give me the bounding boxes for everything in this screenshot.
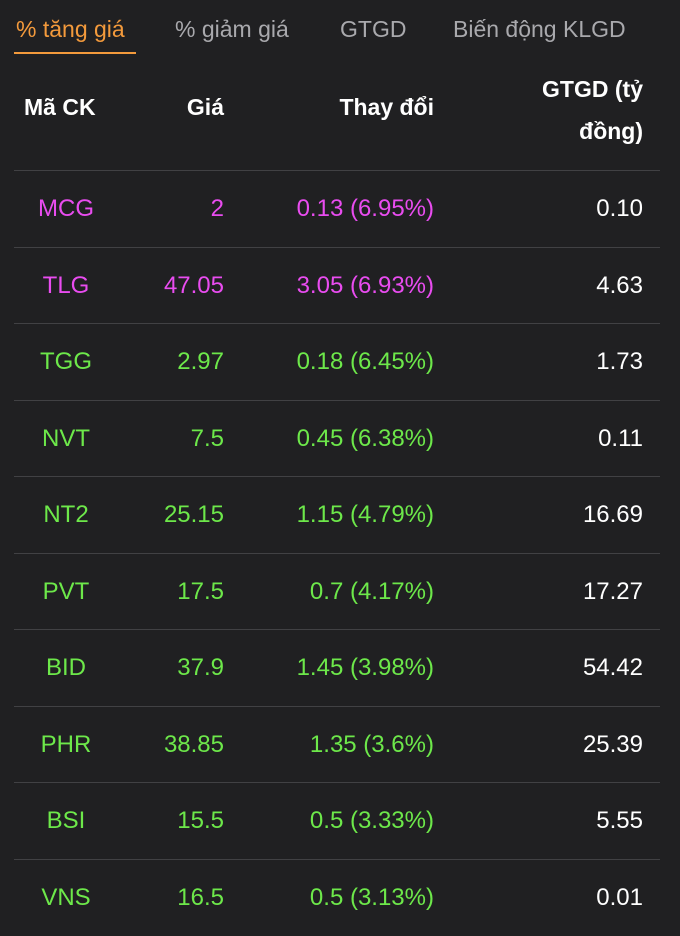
change-cell: 0.18 (6.45%) — [296, 348, 434, 375]
table-row[interactable]: BSI 15.5 0.5 (3.33%) 5.55 — [0, 783, 680, 859]
header-symbol[interactable]: Mã CK — [24, 94, 96, 120]
price-cell: 38.85 — [163, 730, 224, 758]
symbol-cell: BID — [45, 654, 86, 681]
table-row[interactable]: TGG 2.97 0.18 (6.45%) 1.73 — [0, 324, 680, 400]
header-price[interactable]: Giá — [186, 94, 224, 120]
price-cell: 47.05 — [163, 271, 224, 299]
row-divider — [14, 246, 660, 248]
tab-trading-value[interactable]: GTGD — [340, 16, 407, 42]
symbol-cell: PVT — [42, 577, 90, 605]
value-cell: 0.10 — [596, 195, 643, 222]
tab-top-gainers[interactable]: % tăng giá — [16, 16, 125, 42]
table-row[interactable]: PVT 17.5 0.7 (4.17%) 17.27 — [0, 554, 680, 630]
header-divider — [14, 170, 660, 171]
change-cell: 0.7 (4.17%) — [309, 577, 434, 605]
row-divider — [14, 629, 660, 630]
header-value-line1[interactable]: GTGD (tỷ — [542, 76, 643, 102]
tab-volume-change[interactable]: Biến động KLGD — [453, 16, 626, 42]
value-cell: 4.63 — [596, 271, 643, 299]
value-cell: 5.55 — [596, 807, 643, 834]
row-divider — [14, 705, 660, 707]
change-cell: 0.5 (3.33%) — [309, 807, 434, 834]
table-row[interactable]: BID 37.9 1.45 (3.98%) 54.42 — [0, 630, 680, 706]
change-cell: 1.35 (3.6%) — [309, 730, 434, 758]
row-divider — [14, 858, 660, 860]
value-cell: 16.69 — [582, 501, 643, 528]
active-tab-indicator — [14, 52, 136, 54]
value-cell: 0.01 — [596, 883, 643, 911]
price-cell: 17.5 — [177, 577, 224, 605]
row-divider — [14, 552, 660, 554]
tab-top-losers[interactable]: % giảm giá — [175, 16, 289, 42]
price-cell: 15.5 — [177, 807, 224, 834]
symbol-cell: PHR — [40, 730, 92, 758]
price-cell: 25.15 — [163, 501, 224, 528]
header-value-line2: đồng) — [579, 118, 643, 144]
table-row[interactable]: TLG 47.05 3.05 (6.93%) 4.63 — [0, 248, 680, 324]
symbol-cell: NT2 — [43, 501, 89, 528]
value-cell: 54.42 — [582, 654, 643, 681]
value-cell: 1.73 — [596, 348, 643, 375]
row-divider — [14, 476, 660, 477]
change-cell: 1.15 (4.79%) — [296, 501, 434, 528]
price-cell: 37.9 — [177, 654, 224, 681]
change-cell: 3.05 (6.93%) — [296, 271, 434, 299]
table-row[interactable]: NVT 7.5 0.45 (6.38%) 0.11 — [0, 401, 680, 477]
symbol-cell: TLG — [42, 271, 90, 299]
change-cell: 0.5 (3.13%) — [309, 883, 434, 911]
table-row[interactable]: MCG 2 0.13 (6.95%) 0.10 — [0, 171, 680, 247]
symbol-cell: TGG — [40, 348, 92, 375]
header-change[interactable]: Thay đổi — [339, 94, 434, 120]
symbol-cell: BSI — [46, 807, 86, 834]
price-cell: 16.5 — [177, 883, 224, 911]
table-row[interactable]: VNS 16.5 0.5 (3.13%) 0.01 — [0, 860, 680, 936]
change-cell: 0.13 (6.95%) — [296, 195, 434, 222]
row-divider — [14, 399, 660, 401]
table-row[interactable]: NT2 25.15 1.15 (4.79%) 16.69 — [0, 477, 680, 553]
price-cell: 2 — [210, 195, 224, 222]
price-cell: 7.5 — [190, 424, 224, 452]
value-cell: 17.27 — [582, 577, 643, 605]
symbol-cell: VNS — [41, 883, 91, 911]
table-row[interactable]: PHR 38.85 1.35 (3.6%) 25.39 — [0, 707, 680, 783]
price-cell: 2.97 — [177, 348, 224, 375]
row-divider — [14, 323, 660, 324]
change-cell: 0.45 (6.38%) — [296, 424, 434, 452]
symbol-cell: NVT — [42, 424, 90, 452]
value-cell: 0.11 — [598, 424, 643, 452]
change-cell: 1.45 (3.98%) — [296, 654, 434, 681]
value-cell: 25.39 — [582, 730, 643, 758]
tab-bar: % tăng giá % giảm giá GTGD Biến động KLG… — [0, 0, 680, 62]
row-divider — [14, 782, 660, 783]
symbol-cell: MCG — [38, 195, 94, 222]
table-header: Mã CK Giá Thay đổi GTGD (tỷ đồng) — [0, 62, 680, 170]
